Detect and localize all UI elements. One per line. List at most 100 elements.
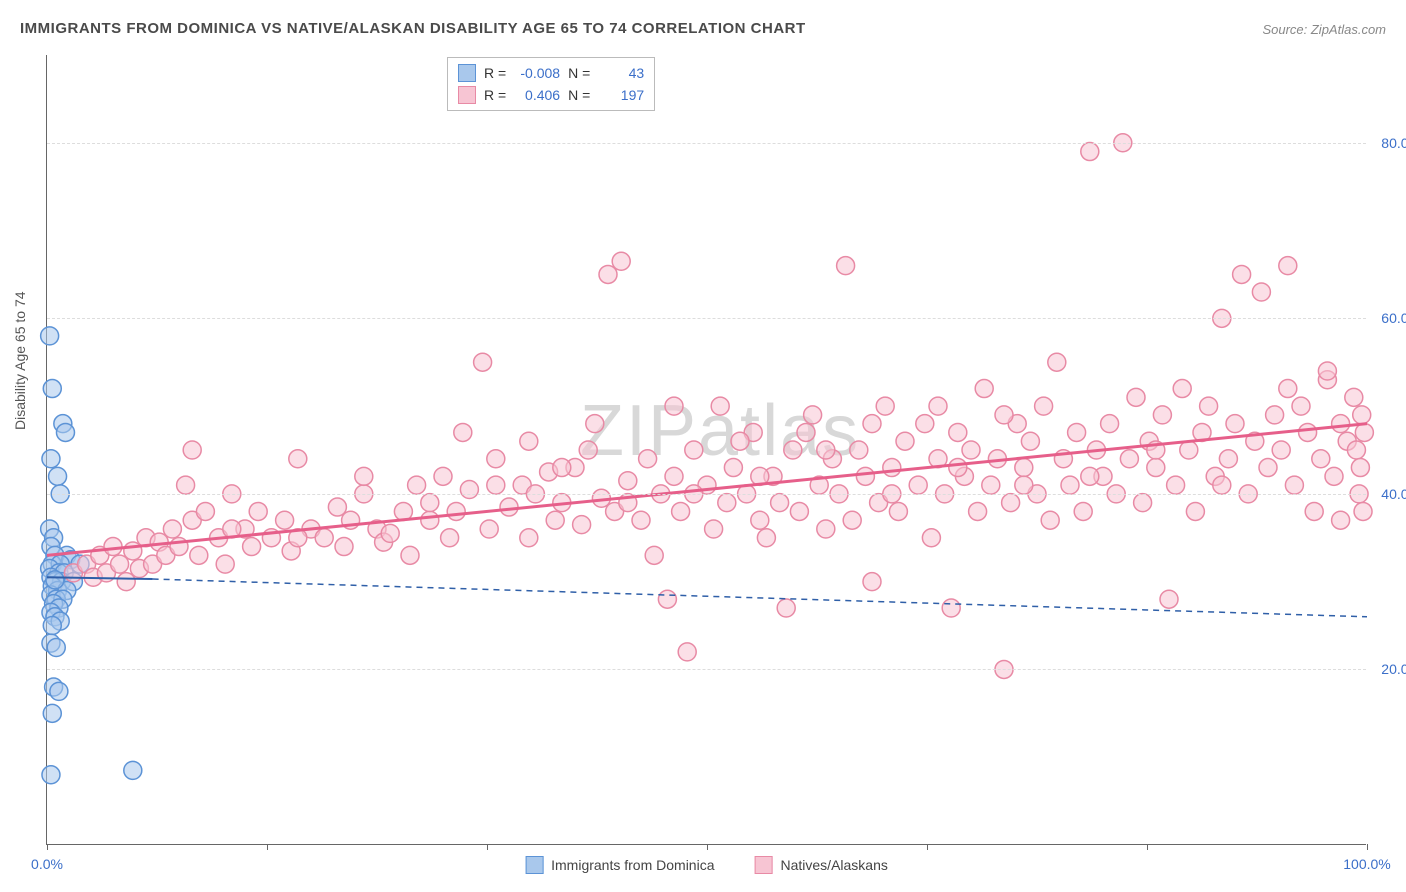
scatter-point (335, 538, 353, 556)
x-tick-label: 100.0% (1343, 856, 1390, 872)
scatter-point (1325, 467, 1343, 485)
scatter-point (1081, 143, 1099, 161)
legend-n-value: 197 (594, 87, 644, 103)
scatter-point (883, 459, 901, 477)
scatter-point (1101, 415, 1119, 433)
scatter-point (50, 682, 68, 700)
scatter-point (665, 467, 683, 485)
scatter-point (500, 498, 518, 516)
scatter-point (42, 450, 60, 468)
scatter-point (421, 494, 439, 512)
legend-swatch (458, 64, 476, 82)
bottom-legend-item: Natives/Alaskans (754, 856, 887, 874)
scatter-point (487, 450, 505, 468)
scatter-point (487, 476, 505, 494)
scatter-point (658, 590, 676, 608)
scatter-point (43, 704, 61, 722)
scatter-point (856, 467, 874, 485)
x-tick (487, 844, 488, 850)
scatter-point (639, 450, 657, 468)
scatter-point (1351, 459, 1369, 477)
scatter-point (401, 546, 419, 564)
scatter-point (1180, 441, 1198, 459)
scatter-point (47, 639, 65, 657)
legend-r-label: R = -0.008 (484, 65, 560, 81)
scatter-point (546, 511, 564, 529)
legend-n-label: N = 197 (568, 87, 644, 103)
scatter-point (460, 481, 478, 499)
scatter-point (1354, 502, 1372, 520)
scatter-point (863, 415, 881, 433)
scatter-point (718, 494, 736, 512)
legend-row: R = 0.406N = 197 (458, 84, 644, 106)
scatter-point (1219, 450, 1237, 468)
scatter-point (104, 538, 122, 556)
scatter-point (889, 502, 907, 520)
gridline (47, 318, 1366, 319)
scatter-point (804, 406, 822, 424)
legend-n-value: 43 (594, 65, 644, 81)
scatter-point (289, 450, 307, 468)
scatter-point (949, 459, 967, 477)
scatter-point (817, 520, 835, 538)
scatter-point (249, 502, 267, 520)
x-tick-label: 0.0% (31, 856, 63, 872)
scatter-point (196, 502, 214, 520)
scatter-point (434, 467, 452, 485)
scatter-point (474, 353, 492, 371)
scatter-point (46, 571, 64, 589)
scatter-point (1041, 511, 1059, 529)
scatter-point (447, 502, 465, 520)
y-tick-label: 80.0% (1381, 135, 1406, 151)
scatter-point (982, 476, 1000, 494)
scatter-point (843, 511, 861, 529)
scatter-point (124, 761, 142, 779)
scatter-point (784, 441, 802, 459)
scatter-point (480, 520, 498, 538)
scatter-point (573, 516, 591, 534)
scatter-point (1167, 476, 1185, 494)
scatter-point (1345, 388, 1363, 406)
series-legend: Immigrants from Dominica Natives/Alaskans (525, 856, 888, 874)
scatter-point (520, 432, 538, 450)
scatter-point (41, 327, 59, 345)
scatter-point (243, 538, 261, 556)
scatter-point (1021, 432, 1039, 450)
y-tick-label: 40.0% (1381, 486, 1406, 502)
scatter-point (1266, 406, 1284, 424)
scatter-point (1173, 380, 1191, 398)
legend-n-label: N = 43 (568, 65, 644, 81)
scatter-point (1279, 257, 1297, 275)
scatter-point (1160, 590, 1178, 608)
scatter-point (612, 252, 630, 270)
scatter-point (1048, 353, 1066, 371)
scatter-point (1213, 476, 1231, 494)
scatter-point (1292, 397, 1310, 415)
source-attribution: Source: ZipAtlas.com (1262, 22, 1386, 37)
scatter-point (1259, 459, 1277, 477)
scatter-point (1312, 450, 1330, 468)
scatter-point (49, 467, 67, 485)
scatter-point (1035, 397, 1053, 415)
scatter-point (42, 766, 60, 784)
scatter-point (553, 459, 571, 477)
scatter-point (355, 467, 373, 485)
scatter-point (619, 472, 637, 490)
legend-r-value: -0.008 (510, 65, 560, 81)
bottom-legend-label: Immigrants from Dominica (551, 857, 714, 873)
scatter-point (962, 441, 980, 459)
scatter-point (1233, 265, 1251, 283)
scatter-point (1279, 380, 1297, 398)
scatter-point (1252, 283, 1270, 301)
y-tick-label: 60.0% (1381, 310, 1406, 326)
scatter-point (177, 476, 195, 494)
legend-swatch (525, 856, 543, 874)
scatter-point (586, 415, 604, 433)
scatter-point (1002, 494, 1020, 512)
scatter-point (381, 524, 399, 542)
trend-line-extension (153, 579, 1367, 617)
scatter-plot-svg (47, 55, 1366, 844)
scatter-point (183, 441, 201, 459)
scatter-point (929, 397, 947, 415)
scatter-point (975, 380, 993, 398)
